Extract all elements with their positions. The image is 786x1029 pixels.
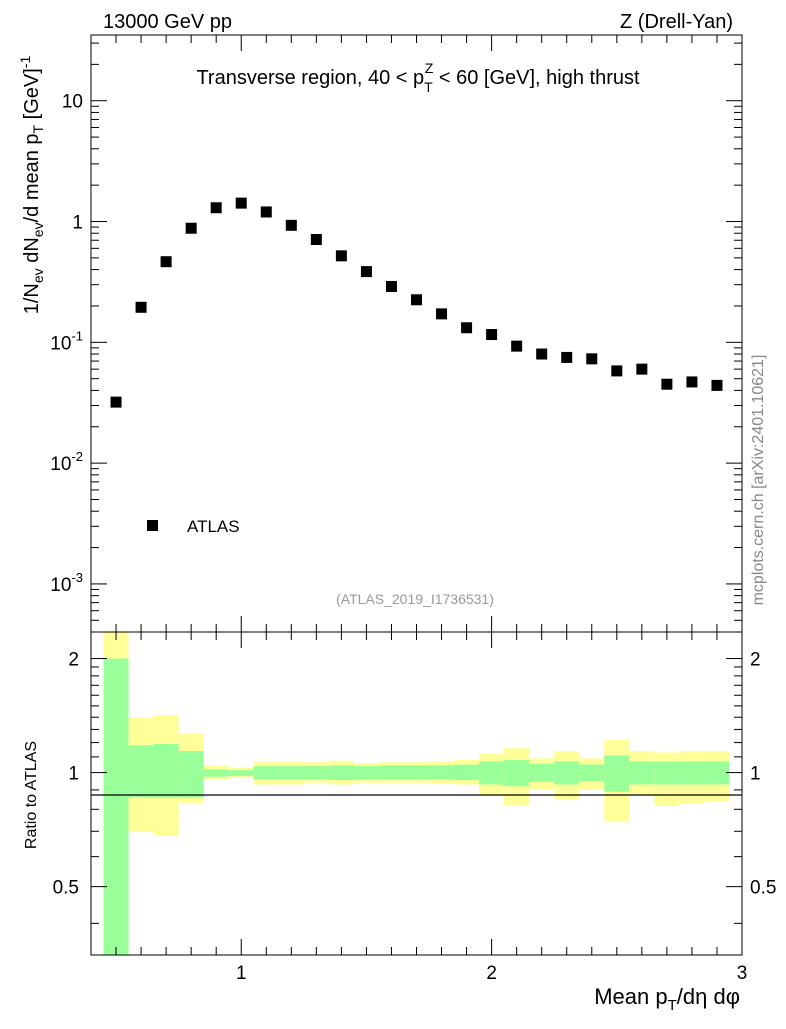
- ratio-xtick-label: 1: [236, 963, 247, 984]
- data-point: [110, 396, 122, 408]
- data-point: [586, 353, 598, 365]
- data-point: [611, 365, 623, 377]
- ratio-band-inner: [579, 764, 605, 782]
- ratio-ytick-label: 0.5: [53, 878, 79, 899]
- ratio-frame: [90, 631, 743, 956]
- data-point: [511, 340, 523, 352]
- data-point: [235, 197, 247, 209]
- ratio-band-inner: [228, 770, 254, 776]
- ratio-band-inner: [654, 761, 680, 785]
- main-data-series: [110, 197, 723, 408]
- data-point: [686, 376, 698, 388]
- data-point: [461, 322, 473, 334]
- main-title: Transverse region, 40 < pTZ < 60 [GeV], …: [196, 60, 640, 95]
- ratio-band-inner: [403, 765, 430, 780]
- legend: ATLAS: [147, 517, 240, 536]
- ratio-ytick-label: 1: [68, 764, 79, 785]
- main-ytick-label: 10-1: [50, 328, 83, 354]
- x-axis-label: Mean pT/dη dφ: [594, 984, 740, 1014]
- main-axis-ticks: 10 1 10-1 10-2 10-3: [50, 35, 743, 633]
- data-point: [561, 351, 573, 363]
- ratio-bands: [103, 632, 730, 955]
- ratio-band-inner: [353, 766, 379, 780]
- main-ytick-label: 10: [62, 92, 83, 113]
- ratio-ytick-label-right: 1: [750, 764, 761, 785]
- ratio-axis-ticks: 0.5 0.5 1 1 2 2 1 2 3: [53, 632, 776, 984]
- ratio-ytick-label-right: 0.5: [750, 878, 776, 899]
- ratio-band-inner: [629, 761, 655, 785]
- main-frame: [90, 34, 743, 633]
- ratio-band-inner: [103, 658, 129, 955]
- ratio-band-inner: [153, 743, 179, 798]
- ratio-band-inner: [178, 751, 204, 798]
- ratio-band-inner: [303, 766, 329, 780]
- ratio-band-inner: [479, 761, 505, 785]
- ratio-band-inner: [128, 745, 154, 798]
- data-point: [360, 266, 372, 278]
- reference-label: (ATLAS_2019_I1736531): [336, 591, 494, 607]
- ratio-band-inner: [554, 761, 580, 785]
- legend-marker: [147, 520, 158, 531]
- main-ylabel: 1/Nev dNev/d mean pT [GeV]-1: [17, 56, 46, 315]
- data-point: [636, 363, 648, 375]
- data-point: [711, 379, 723, 391]
- ratio-ylabel: Ratio to ATLAS: [23, 741, 40, 849]
- ratio-band-inner: [203, 769, 229, 777]
- main-ytick-label: 10-3: [50, 570, 83, 596]
- data-point: [310, 233, 322, 245]
- legend-label-atlas: ATLAS: [187, 517, 240, 536]
- header-left: 13000 GeV pp: [103, 11, 232, 33]
- ratio-ytick-label-right: 2: [750, 650, 761, 671]
- ratio-band-inner: [704, 761, 730, 785]
- ratio-panel: 0.5 0.5 1 1 2 2 1 2 3 Ratio to ATLAS Mean pT/dη …: [23, 631, 776, 1014]
- header-right: Z (Drell-Yan): [620, 11, 733, 33]
- data-point: [411, 294, 422, 306]
- data-point: [185, 222, 197, 234]
- ratio-band-inner: [429, 765, 455, 780]
- data-point: [260, 206, 272, 218]
- main-ytick-label: 1: [72, 213, 83, 234]
- ratio-ytick-label: 2: [68, 650, 79, 671]
- data-point: [210, 202, 222, 214]
- ratio-band-inner: [504, 759, 530, 787]
- data-point: [436, 308, 448, 320]
- data-point: [536, 348, 548, 360]
- ratio-band-inner: [328, 765, 354, 781]
- data-point: [335, 250, 347, 262]
- data-point: [160, 256, 172, 268]
- ratio-band-inner: [529, 763, 555, 782]
- side-label: mcplots.cern.ch [arXiv:2401.10621]: [750, 355, 767, 606]
- ratio-xtick-label: 2: [486, 963, 497, 984]
- ratio-xtick-label: 3: [737, 963, 748, 984]
- ratio-band-inner: [604, 755, 630, 792]
- main-panel: 10 1 10-1 10-2 10-3 Transverse region, 40 < …: [17, 34, 743, 633]
- ratio-band-inner: [378, 765, 404, 780]
- data-point: [486, 329, 498, 341]
- main-ytick-label: 10-2: [50, 449, 83, 475]
- data-point: [661, 378, 673, 390]
- ratio-band-inner: [454, 764, 480, 781]
- data-point: [385, 280, 397, 292]
- data-point: [135, 301, 147, 313]
- ratio-band-inner: [253, 766, 279, 780]
- ratio-band-inner: [679, 761, 705, 785]
- data-point: [285, 219, 297, 231]
- ratio-band-inner: [278, 766, 304, 780]
